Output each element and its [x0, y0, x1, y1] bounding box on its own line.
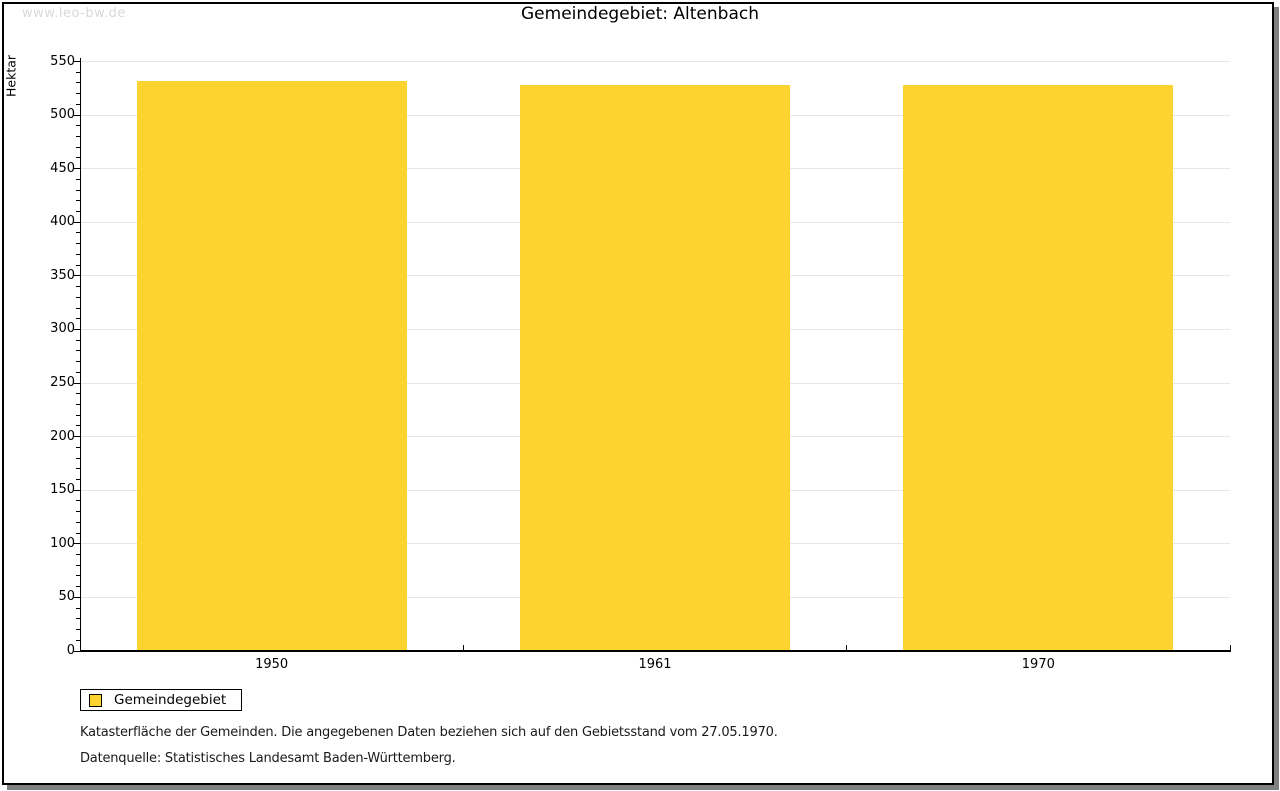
y-minor-tick — [76, 425, 80, 427]
y-tick-label: 450 — [50, 160, 75, 176]
legend-color-swatch — [89, 693, 102, 707]
y-tick-label: 550 — [50, 53, 75, 69]
y-minor-tick — [76, 639, 80, 641]
y-minor-tick — [76, 125, 80, 127]
y-tick-label: 100 — [50, 535, 75, 551]
y-minor-tick — [76, 200, 80, 202]
watermark-text: www.leo-bw.de — [22, 6, 126, 21]
bar-1950 — [136, 80, 407, 651]
y-minor-tick — [76, 457, 80, 459]
y-tick-label: 350 — [50, 267, 75, 283]
y-minor-tick — [76, 479, 80, 480]
x-tick-label: 1950 — [255, 657, 289, 672]
y-major-tick — [74, 275, 80, 277]
y-minor-tick — [76, 511, 80, 513]
y-minor-tick — [76, 414, 80, 416]
y-minor-tick — [76, 618, 80, 620]
y-minor-tick — [76, 629, 80, 631]
y-tick-label: 400 — [50, 214, 75, 230]
y-minor-tick — [76, 136, 80, 138]
y-minor-tick — [76, 211, 80, 213]
y-major-tick — [74, 221, 80, 223]
y-minor-tick — [76, 93, 80, 95]
y-major-tick — [74, 543, 80, 545]
y-axis-line — [80, 58, 81, 652]
bar-1961 — [520, 85, 790, 651]
y-major-tick — [74, 596, 80, 598]
y-minor-tick — [76, 243, 80, 245]
y-tick-label: 0 — [66, 643, 75, 658]
chart-title: Gemeindegebiet: Altenbach — [521, 4, 759, 24]
y-minor-tick — [76, 71, 80, 73]
y-minor-tick — [76, 586, 80, 588]
y-gridline — [80, 61, 1230, 62]
y-minor-tick — [76, 189, 80, 191]
y-minor-tick — [76, 371, 80, 373]
y-minor-tick — [76, 178, 80, 180]
y-minor-tick — [76, 403, 80, 405]
y-minor-tick — [76, 554, 80, 556]
y-minor-tick — [76, 575, 80, 577]
x-boundary-tick — [462, 645, 464, 651]
legend-label: Gemeindegebiet — [114, 692, 227, 708]
y-minor-tick — [76, 146, 80, 148]
y-minor-tick — [76, 307, 80, 309]
y-minor-tick — [76, 296, 80, 298]
y-tick-label: 500 — [50, 107, 75, 123]
y-minor-tick — [76, 157, 80, 159]
y-minor-tick — [76, 232, 80, 234]
y-tick-label: 250 — [50, 375, 75, 391]
y-minor-tick — [76, 350, 80, 352]
x-boundary-tick — [846, 645, 848, 651]
y-major-tick — [74, 436, 80, 438]
y-minor-tick — [76, 564, 80, 566]
y-tick-label: 300 — [50, 321, 75, 337]
y-major-tick — [74, 328, 80, 330]
x-axis-line — [80, 650, 1231, 652]
y-minor-tick — [76, 286, 80, 288]
y-tick-label: 50 — [58, 589, 75, 605]
x-tick-label: 1970 — [1021, 657, 1055, 672]
y-major-tick — [74, 489, 80, 491]
y-minor-tick — [76, 521, 80, 523]
y-major-tick — [74, 114, 80, 116]
bar-1970 — [903, 85, 1174, 651]
y-minor-tick — [76, 532, 80, 534]
y-major-tick — [74, 382, 80, 384]
footnote-description: Katasterfläche der Gemeinden. Die angege… — [80, 725, 778, 740]
y-minor-tick — [76, 361, 80, 363]
y-minor-tick — [76, 446, 80, 448]
y-minor-tick — [76, 607, 80, 609]
y-minor-tick — [76, 82, 80, 84]
y-minor-tick — [76, 500, 80, 502]
y-major-tick — [74, 168, 80, 170]
y-minor-tick — [76, 103, 80, 105]
x-boundary-tick — [1229, 645, 1231, 651]
y-minor-tick — [76, 253, 80, 255]
y-major-tick — [74, 650, 80, 652]
y-minor-tick — [76, 468, 80, 470]
y-minor-tick — [76, 339, 80, 341]
y-minor-tick — [76, 393, 80, 395]
y-tick-label: 200 — [50, 428, 75, 444]
y-minor-tick — [76, 264, 80, 266]
footnote-source: Datenquelle: Statistisches Landesamt Bad… — [80, 751, 456, 766]
y-tick-label: 150 — [50, 482, 75, 498]
y-axis-title: Hektar — [3, 54, 19, 98]
y-major-tick — [74, 61, 80, 62]
legend-box: Gemeindegebiet — [80, 689, 243, 711]
y-minor-tick — [76, 318, 80, 320]
x-tick-label: 1961 — [638, 657, 672, 672]
